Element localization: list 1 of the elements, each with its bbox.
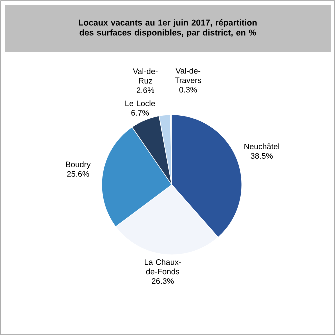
chart-title: Locaux vacants au 1er juin 2017, répartition des surfaces disponibles, par district, en % [79, 20, 257, 38]
